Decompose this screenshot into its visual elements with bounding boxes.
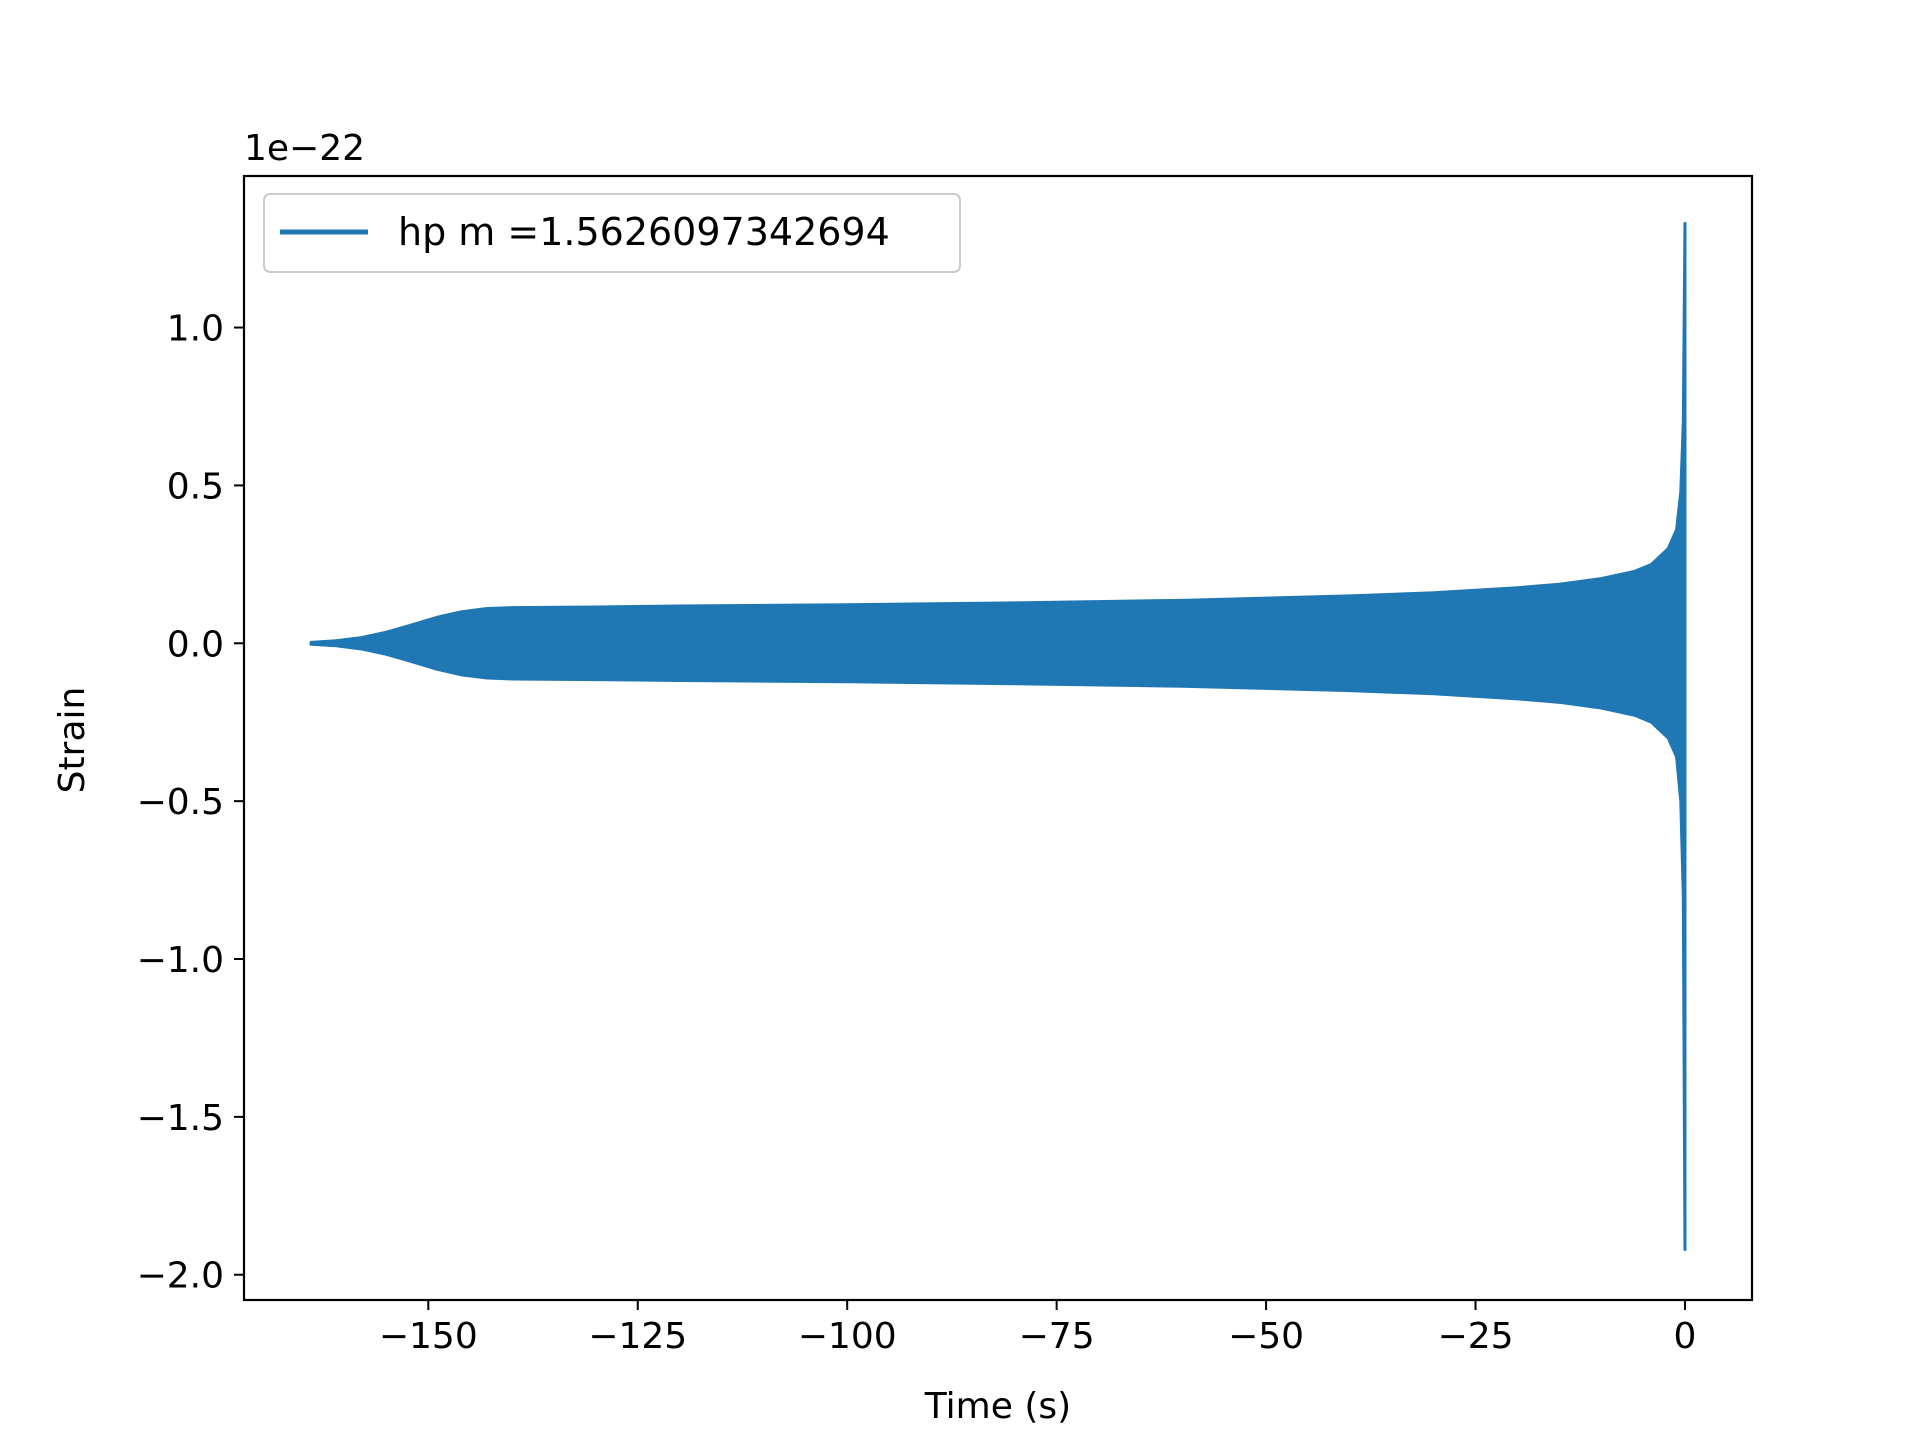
y-axis: 1.0 0.5 0.0 −0.5 −1.0 −1.5 −2.0 [137, 309, 244, 1297]
legend: hp m =1.5626097342694 [263, 193, 961, 273]
y-tick-label: −2.0 [137, 1256, 224, 1297]
y-offset-label: 1e−22 [244, 128, 365, 169]
x-axis: −150 −125 −100 −75 −50 −25 0 [379, 1300, 1697, 1357]
legend-box [263, 193, 961, 273]
y-tick-label: −1.5 [137, 1098, 224, 1139]
y-tick-label: −1.0 [137, 940, 224, 981]
y-tick-label: 1.0 [167, 309, 224, 350]
axes-frame [242, 174, 1754, 1302]
plot-area [309, 221, 1687, 1251]
y-tick-label: 0.0 [167, 624, 224, 665]
x-tick-label: −125 [588, 1316, 687, 1357]
x-tick-label: −25 [1438, 1316, 1514, 1357]
y-tick-label: −0.5 [137, 782, 224, 823]
x-tick-label: −100 [798, 1316, 897, 1357]
legend-entry-label: hp m =1.5626097342694 [398, 210, 890, 254]
x-axis-label: Time (s) [924, 1386, 1071, 1427]
x-tick-label: 0 [1674, 1316, 1697, 1357]
x-tick-label: −50 [1228, 1316, 1304, 1357]
series-waveform [309, 221, 1687, 1251]
x-tick-label: −150 [379, 1316, 478, 1357]
x-tick-label: −75 [1019, 1316, 1095, 1357]
y-tick-label: 0.5 [167, 466, 224, 507]
y-axis-label: Strain [52, 687, 93, 794]
